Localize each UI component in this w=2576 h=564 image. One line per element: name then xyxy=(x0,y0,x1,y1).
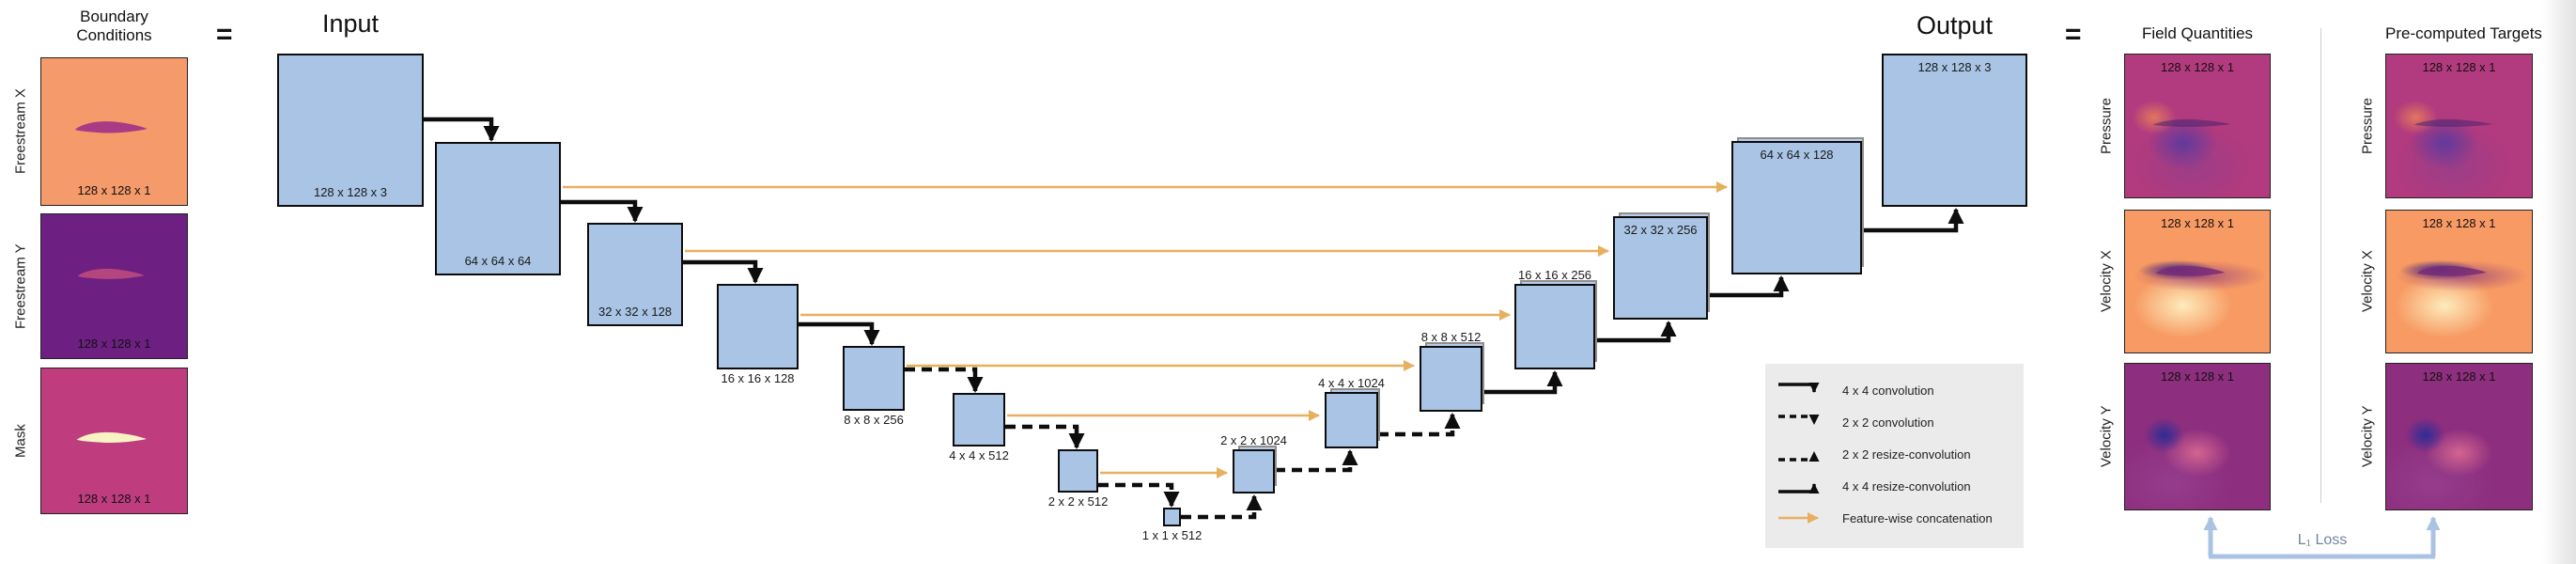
layer-box-enc6: 2 x 2 x 512 xyxy=(1048,449,1108,509)
boundary-conditions-title: Boundary Conditions xyxy=(40,8,188,45)
conv-2x2-arrow-icon xyxy=(1778,415,1820,425)
mask-image: 128 x 128 x 1 xyxy=(40,368,188,514)
layer-box-dec4: 16 x 16 x 256 xyxy=(1514,268,1597,369)
layer-box-bottleneck: 1 x 1 x 512 xyxy=(1142,508,1202,542)
layer-box-dec2: 4 x 4 x 1024 xyxy=(1318,376,1385,448)
layer-label: 1 x 1 x 512 xyxy=(1141,528,1203,542)
velocity-x-field-image: 128 x 128 x 1 xyxy=(2124,210,2271,353)
image-caption: 128 x 128 x 1 xyxy=(77,337,151,351)
layer-label: 2 x 2 x 1024 xyxy=(1220,433,1287,447)
layer-label: 16 x 16 x 256 xyxy=(1517,268,1592,282)
airfoil-shape xyxy=(77,268,146,279)
layer-box-enc5: 4 x 4 x 512 xyxy=(949,393,1009,462)
skip-connection-lines xyxy=(563,181,1728,478)
airfoil-shape xyxy=(76,431,147,443)
l1-loss-bracket xyxy=(2203,516,2441,559)
image-caption: 128 x 128 x 1 xyxy=(2160,216,2235,230)
pressure-field-image: 128 x 128 x 1 xyxy=(2124,54,2271,198)
image-caption: 128 x 128 x 1 xyxy=(2422,60,2496,74)
legend-label: 2 x 2 convolution xyxy=(1842,415,1934,430)
legend-label: Feature-wise concatenation xyxy=(1842,510,1993,525)
legend-row: 2 x 2 resize-convolution xyxy=(1777,443,2024,465)
equals-sign-left: = xyxy=(216,19,233,50)
legend-row: 4 x 4 convolution xyxy=(1777,379,2024,401)
resize-conv-2x2-arrow-icon xyxy=(1778,451,1820,462)
layer-label: 8 x 8 x 512 xyxy=(1420,330,1482,344)
resize-conv-4x4-arrow-icon xyxy=(1778,483,1820,494)
conv-2x2-arrows xyxy=(905,367,1180,508)
image-caption: 128 x 128 x 1 xyxy=(77,492,151,506)
layer-box-input: 128 x 128 x 3 xyxy=(277,54,424,207)
layer-label: 16 x 16 x 128 xyxy=(721,371,795,385)
equals-sign-right: = xyxy=(2065,19,2082,50)
input-title: Input xyxy=(321,9,380,38)
layer-box-output: 128 x 128 x 3 xyxy=(1882,54,2027,207)
legend-label: 2 x 2 resize-convolution xyxy=(1842,446,1971,462)
conv-4x4-arrows xyxy=(424,117,880,346)
image-caption: 128 x 128 x 1 xyxy=(2422,369,2496,384)
layer-label: 4 x 4 x 1024 xyxy=(1318,376,1385,390)
airfoil-shape xyxy=(2152,118,2231,127)
layer-box-dec3: 8 x 8 x 512 xyxy=(1420,330,1484,412)
velocity-y-field-image: 128 x 128 x 1 xyxy=(2124,363,2271,510)
layer-box-dec5: 32 x 32 x 256 xyxy=(1613,212,1710,320)
freestream-y-image: 128 x 128 x 1 xyxy=(40,213,188,359)
airfoil-shape xyxy=(2416,265,2487,276)
airfoil-shape xyxy=(2155,265,2226,276)
resize-conv-2x2-arrows xyxy=(1181,413,1461,520)
boundary-title-line2: Conditions xyxy=(76,26,152,44)
legend: 4 x 4 convolution 2 x 2 convolution 2 x … xyxy=(1765,364,2024,548)
resize-conv-4x4-arrows xyxy=(1482,208,1964,395)
layer-label: 128 x 128 x 3 xyxy=(313,185,388,199)
layer-box-enc4: 8 x 8 x 256 xyxy=(843,346,905,427)
column-divider xyxy=(2320,28,2321,503)
layer-label: 64 x 64 x 128 xyxy=(1760,148,1834,162)
freestream-x-image: 128 x 128 x 1 xyxy=(40,57,188,206)
precomputed-targets-title: Pre-computed Targets xyxy=(2385,24,2542,42)
conv-4x4-arrow-icon xyxy=(1778,383,1820,393)
layer-box-dec6: 64 x 64 x 128 xyxy=(1731,137,1864,274)
airfoil-shape xyxy=(2413,118,2492,127)
image-caption: 128 x 128 x 1 xyxy=(2422,216,2496,230)
boundary-title-line1: Boundary xyxy=(80,8,148,25)
pressure-target-image: 128 x 128 x 1 xyxy=(2385,54,2533,198)
airfoil-shape xyxy=(74,121,148,133)
layer-box-dec1: 2 x 2 x 1024 xyxy=(1220,433,1287,494)
layer-label: 4 x 4 x 512 xyxy=(949,448,1009,462)
concatenation-arrow-icon xyxy=(1778,512,1819,524)
output-title: Output xyxy=(1916,11,1994,39)
image-caption: 128 x 128 x 1 xyxy=(2160,369,2235,384)
layer-box-enc1: 64 x 64 x 64 xyxy=(435,142,561,275)
legend-label: 4 x 4 convolution xyxy=(1842,383,1934,398)
layer-label: 32 x 32 x 256 xyxy=(1623,223,1698,237)
layer-label: 64 x 64 x 64 xyxy=(464,254,532,268)
layer-label: 2 x 2 x 512 xyxy=(1047,494,1109,509)
legend-row: Feature-wise concatenation xyxy=(1777,507,2024,529)
layer-label: 8 x 8 x 256 xyxy=(844,413,904,427)
image-caption: 128 x 128 x 1 xyxy=(2160,60,2235,74)
field-quantities-title: Field Quantities xyxy=(2141,24,2254,42)
velocity-y-target-image: 128 x 128 x 1 xyxy=(2385,363,2533,510)
l1-loss-label: L₁ Loss xyxy=(2297,532,2348,548)
page-edge-shading xyxy=(2542,0,2576,564)
legend-row: 4 x 4 resize-convolution xyxy=(1777,475,2024,497)
legend-row: 2 x 2 convolution xyxy=(1777,411,2024,433)
layer-box-enc2: 32 x 32 x 128 xyxy=(587,223,683,326)
layer-label: 32 x 32 x 128 xyxy=(597,305,673,319)
legend-label: 4 x 4 resize-convolution xyxy=(1842,478,1971,494)
image-caption: 128 x 128 x 1 xyxy=(77,183,151,197)
layer-label: 128 x 128 x 3 xyxy=(1917,60,1992,74)
velocity-x-target-image: 128 x 128 x 1 xyxy=(2385,210,2533,353)
layer-box-enc3: 16 x 16 x 128 xyxy=(717,284,799,385)
